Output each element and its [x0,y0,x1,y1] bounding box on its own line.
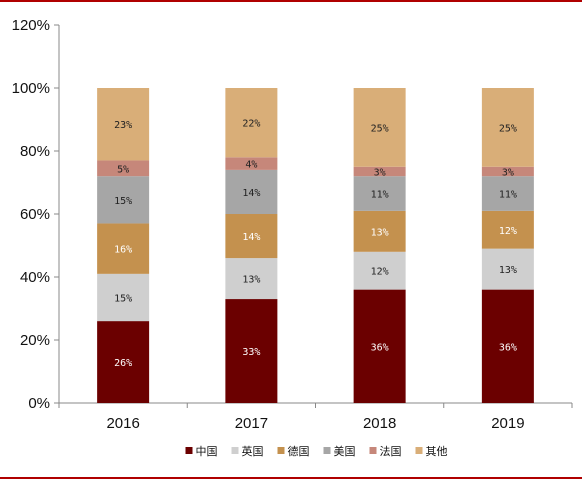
x-tick-label: 2017 [235,415,268,432]
data-label: 15% [114,293,132,304]
legend-swatch [415,447,423,454]
data-label: 12% [371,267,389,278]
data-label: 25% [499,123,517,134]
y-axis: 0% 20% 40% 60% 80% 100% 120% [12,17,60,412]
data-label: 23% [114,120,132,131]
bar-segment [225,169,278,214]
legend-swatch [323,447,331,454]
data-label: 26% [114,358,132,369]
data-label: 14% [242,188,260,199]
data-label: 16% [114,245,132,256]
data-label: 14% [242,232,260,243]
data-label: 11% [371,190,389,201]
bar-segment [353,210,406,252]
data-label: 12% [499,226,517,237]
data-labels: 26% 15% 16% 15% 5% 23% 33% 13% 14% 14% 4% 22% 36% 12%… [114,119,517,369]
y-tick-label: 60% [20,206,50,223]
bar-segment [353,176,406,211]
bar-segment [225,88,278,158]
bar-segment [353,251,406,290]
bar-segment [481,176,534,211]
bar-segment [97,160,150,177]
legend-swatch [277,447,285,454]
x-tick-label: 2018 [363,415,396,432]
y-tick-label: 120% [12,17,50,34]
bar-segment [481,289,534,403]
legend-label: 中国 [196,445,218,458]
legend-swatch [231,447,239,454]
legend-label: 美国 [334,445,356,458]
bar-segment [481,166,534,177]
bar-segment [353,166,406,177]
legend-label: 英国 [242,444,264,458]
bar-segment [481,88,534,167]
bar-segment [225,299,278,403]
bar-segment [97,88,150,161]
data-label: 33% [242,347,260,358]
data-label: 13% [242,275,260,286]
x-tick-label: 2019 [491,415,524,432]
bar-segment [97,176,150,224]
y-tick-label: 20% [20,332,50,349]
y-tick-label: 40% [20,269,50,286]
data-label: 11% [499,190,517,201]
data-label: 36% [371,342,389,353]
x-tick-label: 2016 [106,415,139,432]
bar-segment [225,157,278,170]
y-tick-label: 80% [20,143,50,160]
data-label: 15% [114,196,132,207]
data-label: 25% [371,123,389,134]
legend-swatch [185,447,193,454]
legend-label: 其他 [426,445,448,458]
bar-segment [97,321,150,403]
data-label: 3% [502,167,514,178]
legend: 中国 英国 德国 美国 法国 其他 [185,444,448,458]
data-label: 5% [117,164,129,175]
bar-segment [353,88,406,167]
x-axis: 2016 2017 2018 2019 [58,402,573,432]
data-label: 4% [245,160,257,171]
y-tick-label: 0% [28,395,50,412]
bar-segment [97,223,150,274]
y-tick-label: 100% [12,80,50,97]
bar-segment [481,248,534,290]
bar-segment [481,210,534,249]
bars [97,88,534,403]
legend-swatch [369,447,377,454]
bar-segment [225,214,278,259]
top-rule [0,0,582,2]
data-label: 22% [242,119,260,130]
legend-label: 法国 [380,444,402,458]
legend-label: 德国 [288,444,310,458]
bar-segment [225,258,278,300]
data-label: 36% [499,342,517,353]
bottom-rule [0,477,582,479]
data-label: 13% [499,265,517,276]
bar-segment [97,273,150,322]
data-label: 3% [374,167,386,178]
bar-segment [353,289,406,403]
data-label: 13% [371,227,389,238]
